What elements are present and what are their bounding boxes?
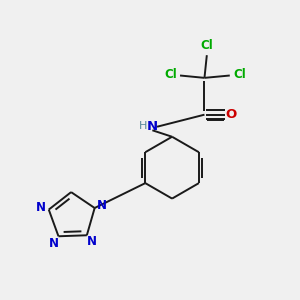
Text: N: N (49, 237, 59, 250)
Text: O: O (225, 108, 237, 121)
Text: N: N (147, 120, 158, 133)
Text: N: N (97, 199, 106, 212)
Text: Cl: Cl (233, 68, 246, 81)
Text: N: N (36, 201, 46, 214)
Text: H: H (139, 122, 147, 131)
Text: Cl: Cl (200, 39, 213, 52)
Text: Cl: Cl (164, 68, 177, 81)
Text: N: N (87, 235, 97, 248)
